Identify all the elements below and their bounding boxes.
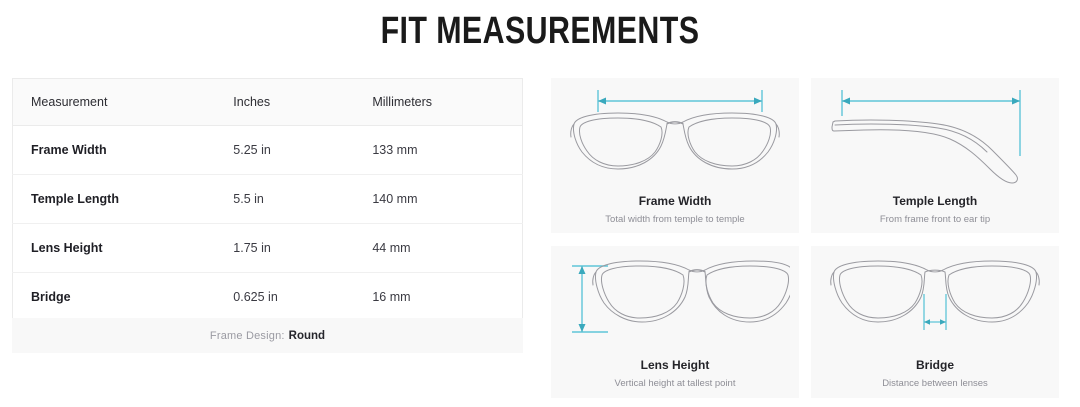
diagram-card-lens-height: Lens Height Vertical height at tallest p… — [551, 246, 799, 398]
diagram-title: Frame Width — [638, 194, 712, 208]
diagram-card-bridge: Bridge Distance between lenses — [811, 246, 1059, 398]
diagram-caption: Total width from temple to temple — [605, 214, 745, 225]
temple-length-diagram — [811, 78, 1059, 194]
cell-inches: 5.25 in — [233, 125, 373, 175]
cell-measurement: Temple Length — [12, 174, 234, 224]
table-body: Frame Width 5.25 in 133 mm Temple Length… — [12, 125, 523, 322]
table-header: Measurement Inches Millimeters — [12, 78, 523, 126]
table-row: Bridge 0.625 in 16 mm — [12, 272, 523, 322]
cell-millimeters: 16 mm — [372, 272, 523, 322]
cell-inches: 5.5 in — [233, 174, 373, 224]
temple-arm-side-arrow-icon — [831, 90, 1021, 184]
column-header-millimeters: Millimeters — [372, 78, 523, 126]
table-row: Temple Length 5.5 in 140 mm — [12, 174, 523, 224]
diagram-caption: Vertical height at tallest point — [614, 378, 736, 389]
glasses-front-width-arrow-icon — [570, 90, 780, 170]
cell-inches: 1.75 in — [233, 223, 373, 273]
cell-millimeters: 140 mm — [372, 174, 523, 224]
cell-measurement: Bridge — [12, 272, 234, 322]
cell-measurement: Frame Width — [12, 125, 234, 175]
cell-millimeters: 44 mm — [372, 223, 523, 273]
frame-width-diagram — [551, 78, 799, 194]
frame-design-band: Frame Design: Round — [12, 318, 523, 353]
diagram-title: Temple Length — [892, 194, 978, 208]
frame-design-value: Round — [288, 329, 326, 342]
page-title: FIT MEASUREMENTS — [380, 10, 700, 52]
table-header-row: Measurement Inches Millimeters — [12, 78, 523, 126]
diagram-card-grid: Frame Width Total width from temple to t… — [551, 78, 1060, 399]
diagram-title: Bridge — [915, 358, 954, 372]
diagram-caption: From frame front to ear tip — [879, 214, 991, 225]
diagram-card-temple-length: Temple Length From frame front to ear ti… — [811, 78, 1059, 233]
glasses-front-height-arrow-icon — [572, 260, 790, 333]
frame-design-label: Frame Design: — [209, 329, 285, 342]
glasses-front-bridge-arrow-icon — [830, 260, 1040, 330]
diagram-title: Lens Height — [640, 358, 710, 372]
table-row: Lens Height 1.75 in 44 mm — [12, 223, 523, 273]
measurements-table: Measurement Inches Millimeters Frame Wid… — [12, 78, 523, 322]
diagram-card-frame-width: Frame Width Total width from temple to t… — [551, 78, 799, 233]
bridge-diagram — [811, 246, 1059, 358]
cell-millimeters: 133 mm — [372, 125, 523, 175]
table-row: Frame Width 5.25 in 133 mm — [12, 125, 523, 175]
measurements-table-wrapper: Measurement Inches Millimeters Frame Wid… — [12, 78, 523, 322]
cell-inches: 0.625 in — [233, 272, 373, 322]
column-header-inches: Inches — [233, 78, 373, 126]
lens-height-diagram — [551, 246, 799, 358]
cell-measurement: Lens Height — [12, 223, 234, 273]
column-header-measurement: Measurement — [12, 78, 234, 126]
diagram-caption: Distance between lenses — [882, 378, 988, 389]
